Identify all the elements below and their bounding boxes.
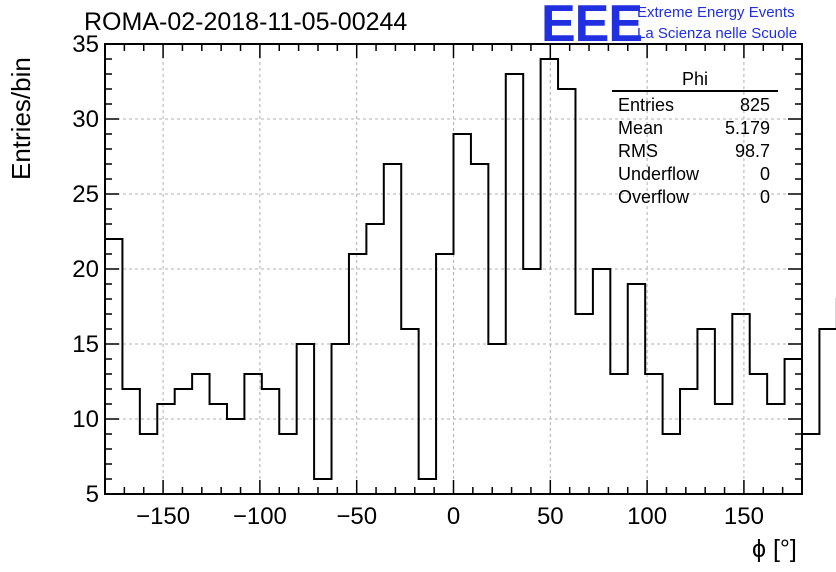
x-tick-label: 100 — [627, 503, 667, 530]
stats-value: 825 — [739, 95, 770, 115]
stats-label: RMS — [618, 141, 658, 161]
stats-row-overflow: Overflow 0 — [612, 186, 778, 209]
stats-label: Overflow — [618, 187, 690, 207]
stats-value: 0 — [759, 187, 770, 207]
y-tick-label: 5 — [86, 481, 99, 508]
y-axis-label: Entries/bin — [6, 57, 36, 180]
stats-row-underflow: Underflow 0 — [612, 163, 778, 186]
x-axis-label: ϕ [°] — [752, 535, 797, 563]
x-tick-label: −150 — [136, 503, 190, 530]
stats-label: Mean — [618, 118, 664, 138]
chart-title: ROMA-02-2018-11-05-00244 — [84, 8, 408, 36]
stats-row-rms: RMS 98.7 — [612, 140, 778, 163]
x-tick-labels: −150 −100 −50 0 50 100 150 — [136, 503, 764, 530]
logo-caption: Extreme Energy Events La Scienza nelle S… — [637, 2, 797, 44]
y-tick-label: 20 — [72, 256, 99, 283]
stats-value: 98.7 — [734, 141, 770, 161]
stats-box: Phi Entries 825 Mean 5.179 RMS 98.7 Unde… — [612, 68, 778, 209]
x-tick-label: 50 — [537, 503, 564, 530]
y-tick-label: 15 — [72, 331, 99, 358]
x-tick-label: −50 — [336, 503, 377, 530]
y-tick-label: 30 — [72, 106, 99, 133]
axis-ticks — [104, 43, 803, 495]
y-tick-label: 25 — [72, 181, 99, 208]
stats-value: 0 — [759, 164, 770, 184]
x-tick-label: 150 — [724, 503, 764, 530]
histogram-step-line — [105, 58, 836, 480]
eee-logo: EEE — [541, 0, 643, 53]
y-tick-label: 35 — [72, 31, 99, 58]
x-tick-label: 0 — [447, 503, 460, 530]
y-tick-labels: 5 10 15 20 25 30 35 — [72, 31, 99, 508]
stats-row-mean: Mean 5.179 — [612, 117, 778, 140]
stats-title: Phi — [612, 68, 778, 92]
y-tick-label: 10 — [72, 406, 99, 433]
logo-caption-line-2: La Scienza nelle Scuole — [637, 25, 798, 42]
stats-label: Underflow — [618, 164, 700, 184]
logo-caption-line-1: Extreme Energy Events — [637, 4, 795, 21]
stats-label: Entries — [618, 95, 675, 115]
stats-row-entries: Entries 825 — [612, 94, 778, 117]
stats-value: 5.179 — [724, 118, 770, 138]
x-tick-label: −100 — [233, 503, 287, 530]
